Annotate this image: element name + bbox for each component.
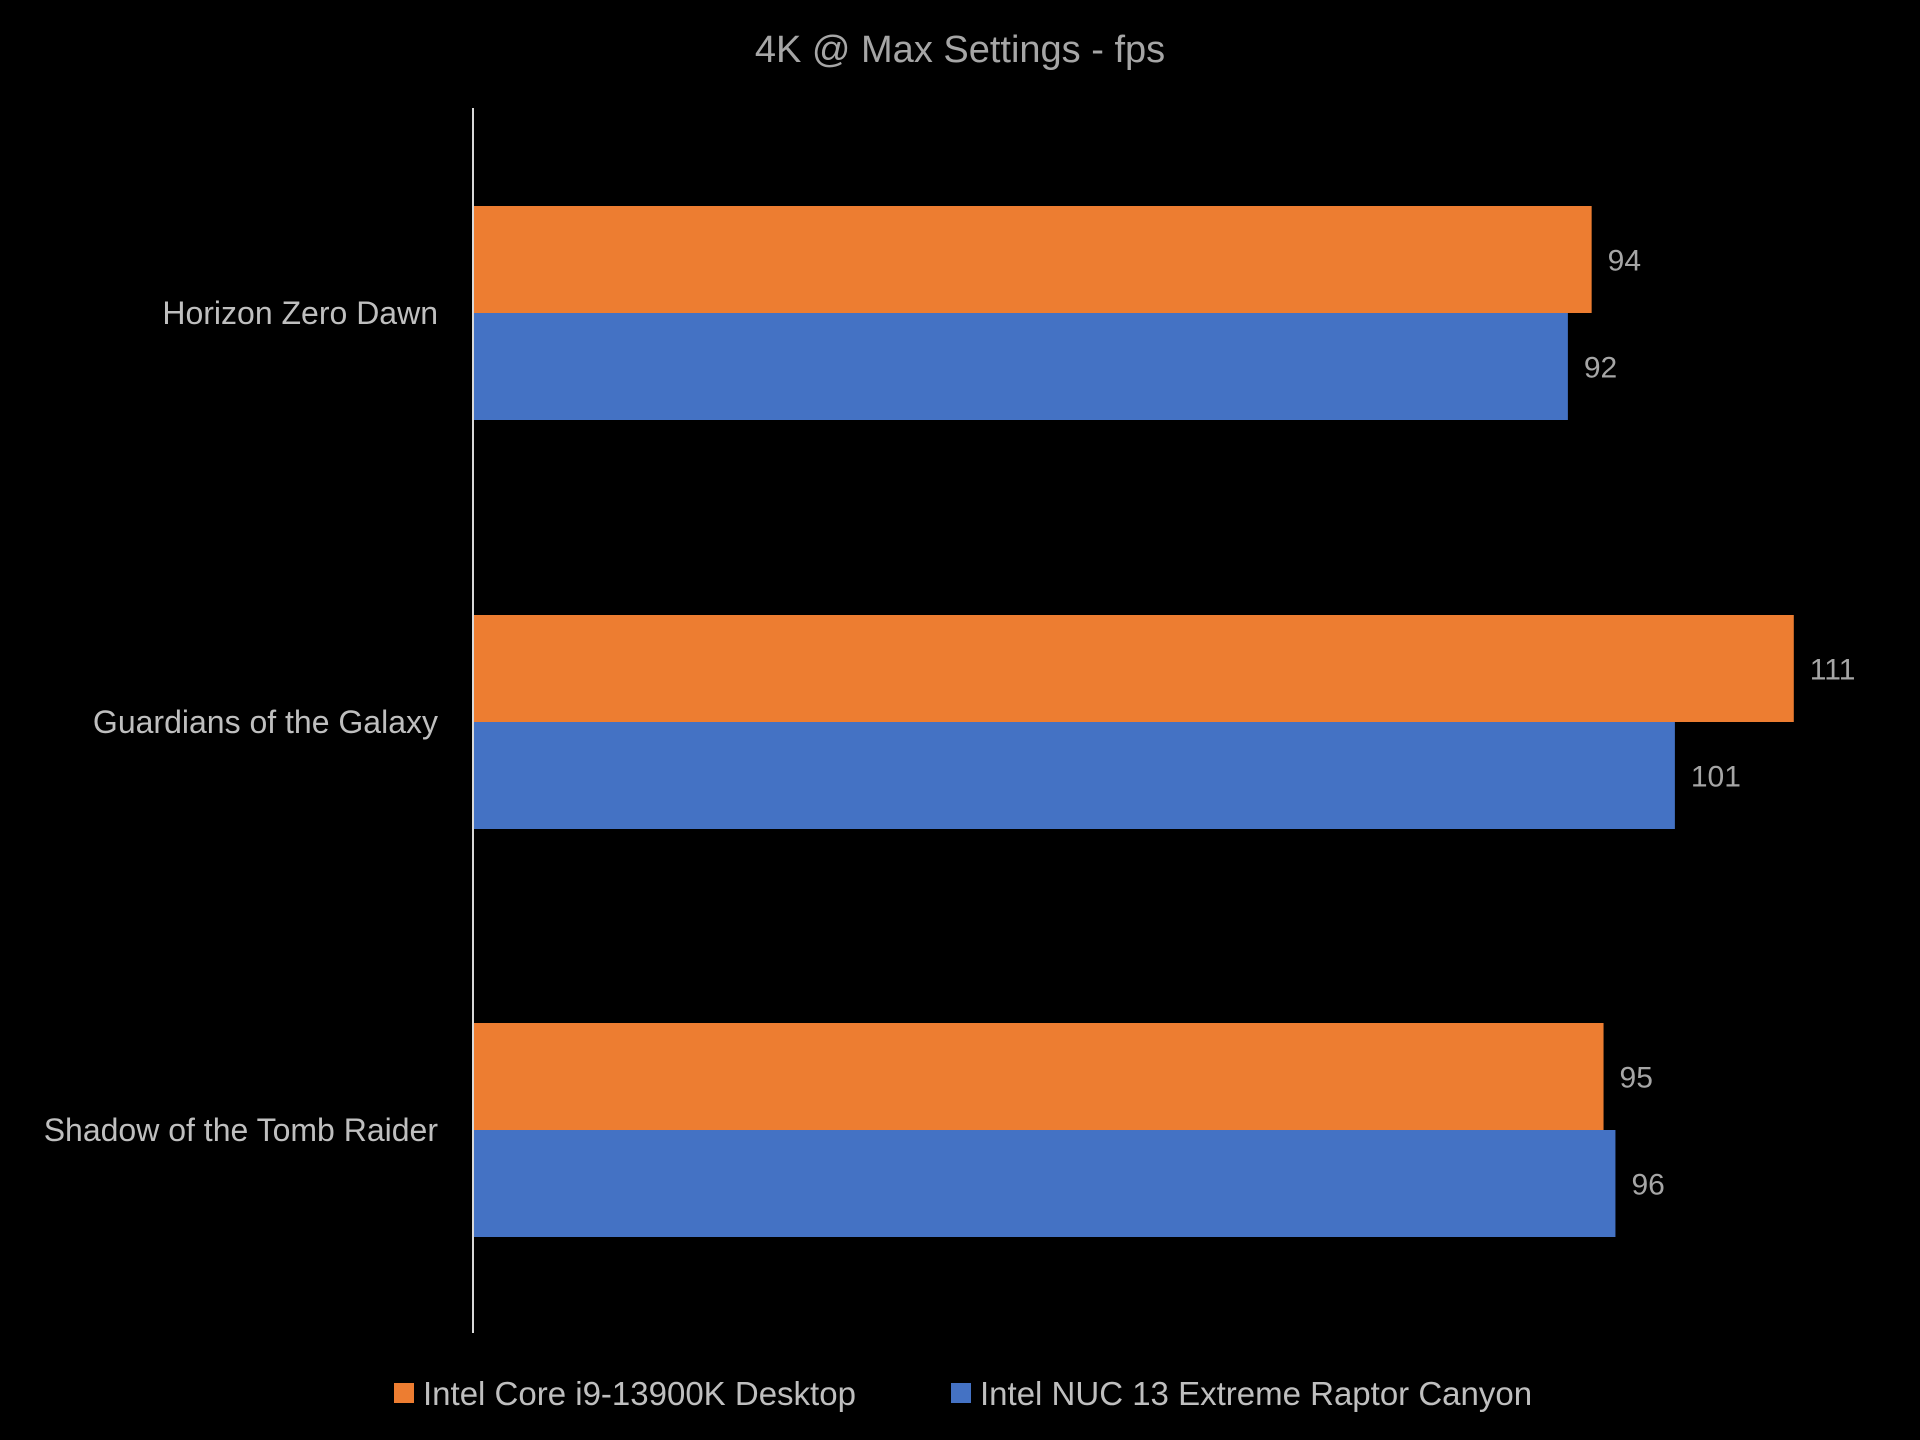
data-label-guardians-of-the-galaxy-series-1: 111 <box>1810 654 1856 687</box>
category-label-guardians-of-the-galaxy: Guardians of the Galaxy <box>93 704 438 740</box>
data-label-shadow-of-the-tomb-raider-series-2: 96 <box>1631 1169 1664 1202</box>
bar-shadow-of-the-tomb-raider-series-1 <box>474 1023 1604 1130</box>
data-label-horizon-zero-dawn-series-1: 94 <box>1608 245 1641 278</box>
plot-area: Horizon Zero Dawn 94 92 Guardians of the Ga… <box>44 206 1856 1237</box>
legend-label-series-1: Intel Core i9-13900K Desktop <box>423 1375 856 1412</box>
bar-horizon-zero-dawn-series-1 <box>474 206 1592 313</box>
category-label-shadow-of-the-tomb-raider: Shadow of the Tomb Raider <box>44 1112 439 1148</box>
legend-swatch-series-1 <box>394 1383 414 1403</box>
bar-guardians-of-the-galaxy-series-2 <box>474 722 1675 829</box>
chart-title: 4K @ Max Settings - fps <box>755 29 1165 71</box>
bar-guardians-of-the-galaxy-series-1 <box>474 615 1794 722</box>
data-label-guardians-of-the-galaxy-series-2: 101 <box>1691 761 1741 794</box>
data-label-shadow-of-the-tomb-raider-series-1: 95 <box>1620 1062 1653 1095</box>
category-label-horizon-zero-dawn: Horizon Zero Dawn <box>162 295 438 331</box>
data-label-horizon-zero-dawn-series-2: 92 <box>1584 352 1617 385</box>
legend-label-series-2: Intel NUC 13 Extreme Raptor Canyon <box>980 1375 1532 1412</box>
bar-shadow-of-the-tomb-raider-series-2 <box>474 1130 1616 1237</box>
bar-horizon-zero-dawn-series-2 <box>474 313 1568 420</box>
legend: Intel Core i9-13900K Desktop Intel NUC 13… <box>394 1375 1532 1412</box>
legend-swatch-series-2 <box>951 1383 971 1403</box>
